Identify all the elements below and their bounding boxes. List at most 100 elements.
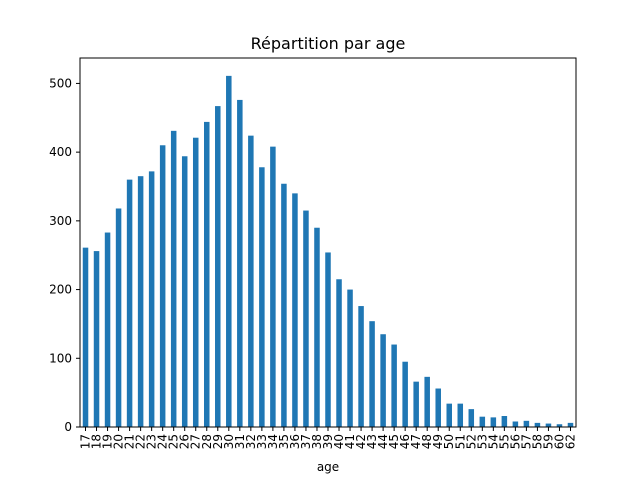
bar-18: [93, 251, 100, 427]
bar-56: [512, 421, 519, 427]
x-tick-label: 33: [255, 434, 269, 449]
bar-44: [380, 334, 386, 427]
x-tick-label: 44: [376, 434, 390, 449]
bar-60: [556, 424, 563, 427]
x-tick-label: 20: [112, 434, 126, 449]
x-tick-label: 42: [354, 434, 368, 449]
x-tick-label: 35: [277, 434, 291, 449]
bar-33: [259, 167, 265, 427]
bar-47: [413, 381, 419, 427]
y-tick-label: 100: [49, 351, 72, 365]
x-tick-label: 53: [475, 434, 489, 449]
bar-36: [292, 193, 298, 427]
x-tick-label: 28: [200, 434, 214, 449]
x-tick-label: 36: [288, 434, 302, 449]
bar-62: [567, 422, 574, 427]
x-tick-label: 29: [211, 434, 225, 449]
x-tick-label: 55: [497, 434, 511, 449]
bar-41: [347, 289, 353, 427]
bar-45: [391, 344, 397, 427]
bar-26: [181, 156, 188, 427]
x-tick-label: 17: [79, 434, 93, 449]
bar-22: [137, 176, 144, 427]
bar-20: [115, 208, 122, 427]
bar-25: [170, 130, 177, 427]
x-tick-label: 46: [398, 434, 412, 449]
bar-31: [237, 99, 243, 428]
x-tick-label: 25: [167, 434, 181, 449]
bar-58: [534, 422, 541, 427]
y-tick-label: 200: [49, 283, 72, 297]
x-tick-label: 23: [145, 434, 159, 449]
x-tick-label: 22: [134, 434, 148, 449]
bar-59: [545, 423, 552, 427]
bar-37: [303, 210, 309, 427]
bar-43: [369, 321, 375, 427]
bar-28: [204, 121, 210, 427]
bar-34: [270, 146, 276, 427]
bar-32: [248, 135, 254, 427]
x-tick-label: 38: [310, 434, 324, 449]
x-tick-label: 62: [563, 434, 577, 449]
bar-29: [215, 106, 221, 427]
y-tick-label: 300: [49, 214, 72, 228]
bar-42: [358, 306, 364, 427]
x-tick-label: 21: [123, 434, 137, 449]
x-tick-label: 30: [222, 434, 236, 449]
x-tick-label: 59: [541, 434, 555, 449]
y-tick-label: 500: [49, 76, 72, 90]
bar-50: [446, 403, 452, 427]
bars-group: [82, 75, 574, 428]
bar-53: [479, 416, 486, 427]
bar-46: [402, 361, 408, 427]
x-tick-label: 58: [530, 434, 544, 449]
x-tick-label: 57: [519, 434, 533, 449]
x-tick-label: 47: [409, 434, 423, 449]
x-tick-label: 45: [387, 434, 401, 449]
x-tick-label: 51: [453, 434, 467, 449]
bar-49: [435, 388, 441, 427]
bar-48: [424, 376, 430, 427]
bar-35: [281, 183, 287, 427]
x-tick-label: 54: [486, 434, 500, 449]
x-tick-label: 37: [299, 434, 313, 449]
x-tick-label: 31: [233, 434, 247, 449]
x-tick-label: 49: [431, 434, 445, 449]
bar-17: [82, 247, 89, 427]
x-tick-label: 27: [189, 434, 203, 449]
bar-40: [336, 279, 342, 427]
x-tick-label: 19: [101, 434, 115, 449]
bar-55: [501, 416, 508, 427]
x-tick-label: 18: [90, 434, 104, 449]
x-tick-label: 50: [442, 434, 456, 449]
y-tick-label: 400: [49, 145, 72, 159]
x-tick-label: 24: [156, 434, 170, 449]
bar-52: [468, 409, 475, 427]
x-tick-label: 40: [332, 434, 346, 449]
bar-51: [457, 403, 464, 427]
bar-57: [523, 420, 530, 427]
x-tick-label: 52: [464, 434, 478, 449]
x-tick-label: 26: [178, 434, 192, 449]
chart-title: Répartition par age: [251, 34, 406, 53]
bar-24: [159, 145, 166, 427]
x-tick-label: 41: [343, 434, 357, 449]
bar-23: [148, 171, 155, 427]
x-tick-label: 43: [365, 434, 379, 449]
x-tick-label: 60: [552, 434, 566, 449]
x-axis-label: age: [317, 460, 339, 474]
plot-frame: [79, 57, 577, 428]
x-tick-label: 39: [321, 434, 335, 449]
bar-21: [126, 179, 133, 427]
x-tick-label: 32: [244, 434, 258, 449]
x-tick-label: 34: [266, 434, 280, 449]
bar-38: [314, 227, 320, 427]
x-tick-label: 56: [508, 434, 522, 449]
bar-27: [192, 137, 199, 427]
bar-54: [490, 417, 497, 427]
y-axis: 0 100 200 300 400 500: [49, 76, 80, 434]
bar-30: [226, 75, 232, 428]
bar-39: [325, 252, 331, 427]
